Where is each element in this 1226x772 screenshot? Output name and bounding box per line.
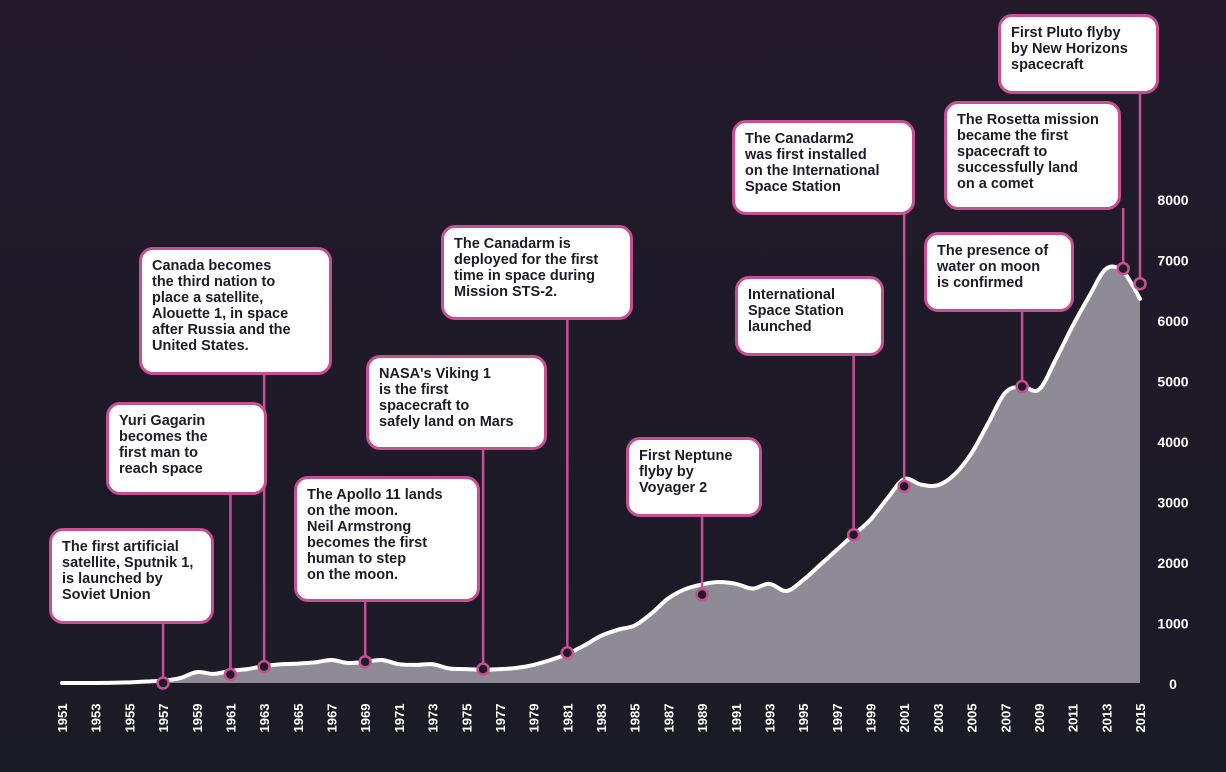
event-callout: First Neptune flyby by Voyager 2 — [626, 437, 762, 517]
x-axis-ticks: 1951 1953 1955 1957 1959 1961 1963 1965 1967 1969… — [55, 704, 1148, 733]
y-tick-label: 8000 — [1157, 192, 1188, 208]
connector-layer — [161, 92, 1142, 683]
area-fill — [62, 266, 1140, 684]
x-tick-label: 2003 — [931, 704, 946, 733]
event-marker — [560, 646, 575, 660]
x-tick-label: 1987 — [661, 704, 676, 733]
x-tick-label: 1995 — [796, 704, 811, 733]
event-marker — [846, 528, 861, 542]
x-tick-label: 1959 — [190, 704, 205, 733]
x-tick-label: 1991 — [729, 704, 744, 733]
event-marker — [223, 667, 238, 682]
x-tick-label: 2009 — [1032, 704, 1047, 733]
x-tick-label: 1997 — [830, 704, 845, 733]
event-marker — [476, 662, 490, 676]
event-callout: The Rosetta mission became the first spa… — [944, 101, 1121, 210]
event-callout: Canada becomes the third nation to place… — [139, 247, 332, 375]
event-callout: The Canadarm2 was first installed on the… — [732, 120, 915, 215]
x-tick-label: 1975 — [459, 704, 474, 733]
x-tick-label: 1961 — [223, 704, 238, 733]
y-tick-label: 2000 — [1157, 555, 1188, 571]
x-tick-label: 1999 — [864, 704, 879, 733]
x-tick-label: 1979 — [527, 704, 542, 733]
x-tick-label: 1981 — [560, 704, 575, 733]
x-tick-label: 2015 — [1133, 704, 1148, 733]
event-marker — [358, 655, 372, 669]
event-marker — [257, 659, 271, 674]
x-tick-label: 2001 — [897, 704, 912, 733]
event-callout: NASA's Viking 1 is the first spacecraft … — [366, 355, 547, 450]
y-tick-label: 7000 — [1157, 253, 1188, 269]
x-tick-label: 1967 — [325, 704, 340, 733]
x-tick-label: 2011 — [1066, 704, 1081, 732]
event-marker — [1133, 276, 1147, 291]
x-tick-label: 1965 — [291, 704, 306, 733]
x-tick-label: 1951 — [55, 704, 70, 733]
x-tick-label: 1989 — [695, 704, 710, 733]
y-axis-ticks: 0 1000 2000 3000 4000 5000 6000 7000 8000 — [1157, 192, 1188, 692]
marker-layer — [156, 261, 1147, 690]
event-marker — [1116, 261, 1130, 276]
event-callout: Yuri Gagarin becomes the first man to re… — [106, 402, 267, 495]
x-tick-label: 1963 — [257, 704, 272, 733]
x-tick-label: 1977 — [493, 704, 508, 733]
event-callout: The presence of water on moon is confirm… — [924, 232, 1074, 312]
y-tick-label: 0 — [1169, 676, 1177, 692]
event-callout: International Space Station launched — [735, 276, 884, 356]
x-tick-label: 1957 — [156, 704, 171, 733]
event-marker — [695, 587, 709, 602]
x-tick-label: 2013 — [1099, 704, 1114, 733]
y-tick-label: 1000 — [1157, 616, 1188, 632]
x-tick-label: 2007 — [998, 704, 1013, 733]
x-tick-label: 1953 — [89, 704, 104, 733]
event-marker — [897, 479, 911, 494]
event-callout: The Canadarm is deployed for the first t… — [441, 225, 633, 320]
x-tick-label: 1955 — [122, 704, 137, 733]
event-marker — [1015, 379, 1029, 394]
x-tick-label: 1973 — [426, 704, 441, 733]
x-tick-label: 1983 — [594, 704, 609, 733]
event-callout: The first artificial satellite, Sputnik … — [49, 528, 214, 624]
y-tick-label: 5000 — [1157, 374, 1188, 390]
x-tick-label: 1969 — [358, 704, 373, 733]
y-tick-label: 4000 — [1157, 434, 1188, 450]
event-marker — [156, 676, 170, 690]
y-tick-label: 3000 — [1157, 495, 1188, 511]
event-callout: The Apollo 11 lands on the moon. Neil Ar… — [294, 476, 480, 602]
x-tick-label: 2005 — [965, 704, 980, 733]
event-callout: First Pluto flyby by New Horizons spacec… — [998, 14, 1159, 94]
x-tick-label: 1971 — [392, 704, 407, 733]
y-tick-label: 6000 — [1157, 313, 1188, 329]
x-tick-label: 1985 — [628, 704, 643, 733]
x-tick-label: 1993 — [762, 704, 777, 733]
